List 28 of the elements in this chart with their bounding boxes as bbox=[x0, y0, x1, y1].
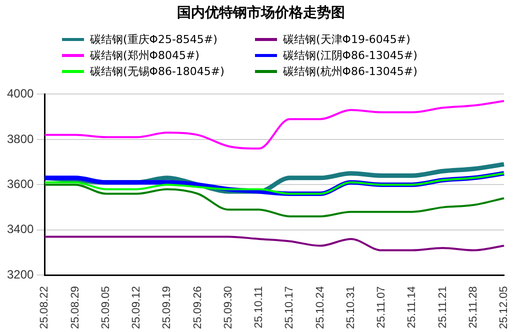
x-tick-label: 25.08.29 bbox=[69, 286, 82, 330]
x-tick-label: 25.10.11 bbox=[253, 286, 266, 328]
x-tick-label: 25.10.31 bbox=[344, 286, 357, 330]
y-tick-label: 3800 bbox=[6, 132, 34, 146]
y-tick-label: 3600 bbox=[6, 177, 34, 192]
x-tick-label: 25.11.07 bbox=[376, 286, 388, 328]
legend-label: 碳结钢(天津Φ19-6045#) bbox=[283, 32, 410, 47]
x-tick-label: 25.09.26 bbox=[192, 286, 204, 330]
x-tick-label: 25.12.05 bbox=[498, 286, 510, 330]
x-tick-label: 25.11.28 bbox=[467, 286, 480, 328]
x-tick-label: 25.10.24 bbox=[314, 286, 326, 330]
legend-label: 碳结钢(郑州Φ8045#) bbox=[90, 48, 200, 63]
y-tick-label: 4000 bbox=[6, 86, 34, 101]
x-tick-label: 25.11.21 bbox=[436, 286, 449, 328]
x-tick-label: 25.08.22 bbox=[38, 286, 51, 330]
x-tick-label: 25.09.12 bbox=[130, 286, 143, 330]
legend-label: 碳结钢(杭州Φ86-13045#) bbox=[283, 64, 418, 79]
x-tick-label: 25.09.05 bbox=[100, 286, 112, 330]
legend-label: 碳结钢(江阴Φ86-13045#) bbox=[283, 48, 418, 63]
x-tick-label: 25.09.30 bbox=[222, 286, 234, 330]
x-tick-label: 25.09.19 bbox=[161, 286, 174, 330]
legend-label: 碳结钢(无锡Φ86-18045#) bbox=[90, 64, 224, 79]
x-tick-label: 25.10.17 bbox=[284, 286, 296, 330]
y-tick-label: 3400 bbox=[6, 222, 34, 236]
legend-label: 碳结钢(重庆Φ25-8545#) bbox=[90, 32, 218, 47]
chart-title: 国内优特钢市场价格走势图 bbox=[176, 4, 346, 22]
y-tick-label: 3200 bbox=[6, 267, 34, 282]
x-tick-label: 25.11.14 bbox=[406, 286, 418, 328]
